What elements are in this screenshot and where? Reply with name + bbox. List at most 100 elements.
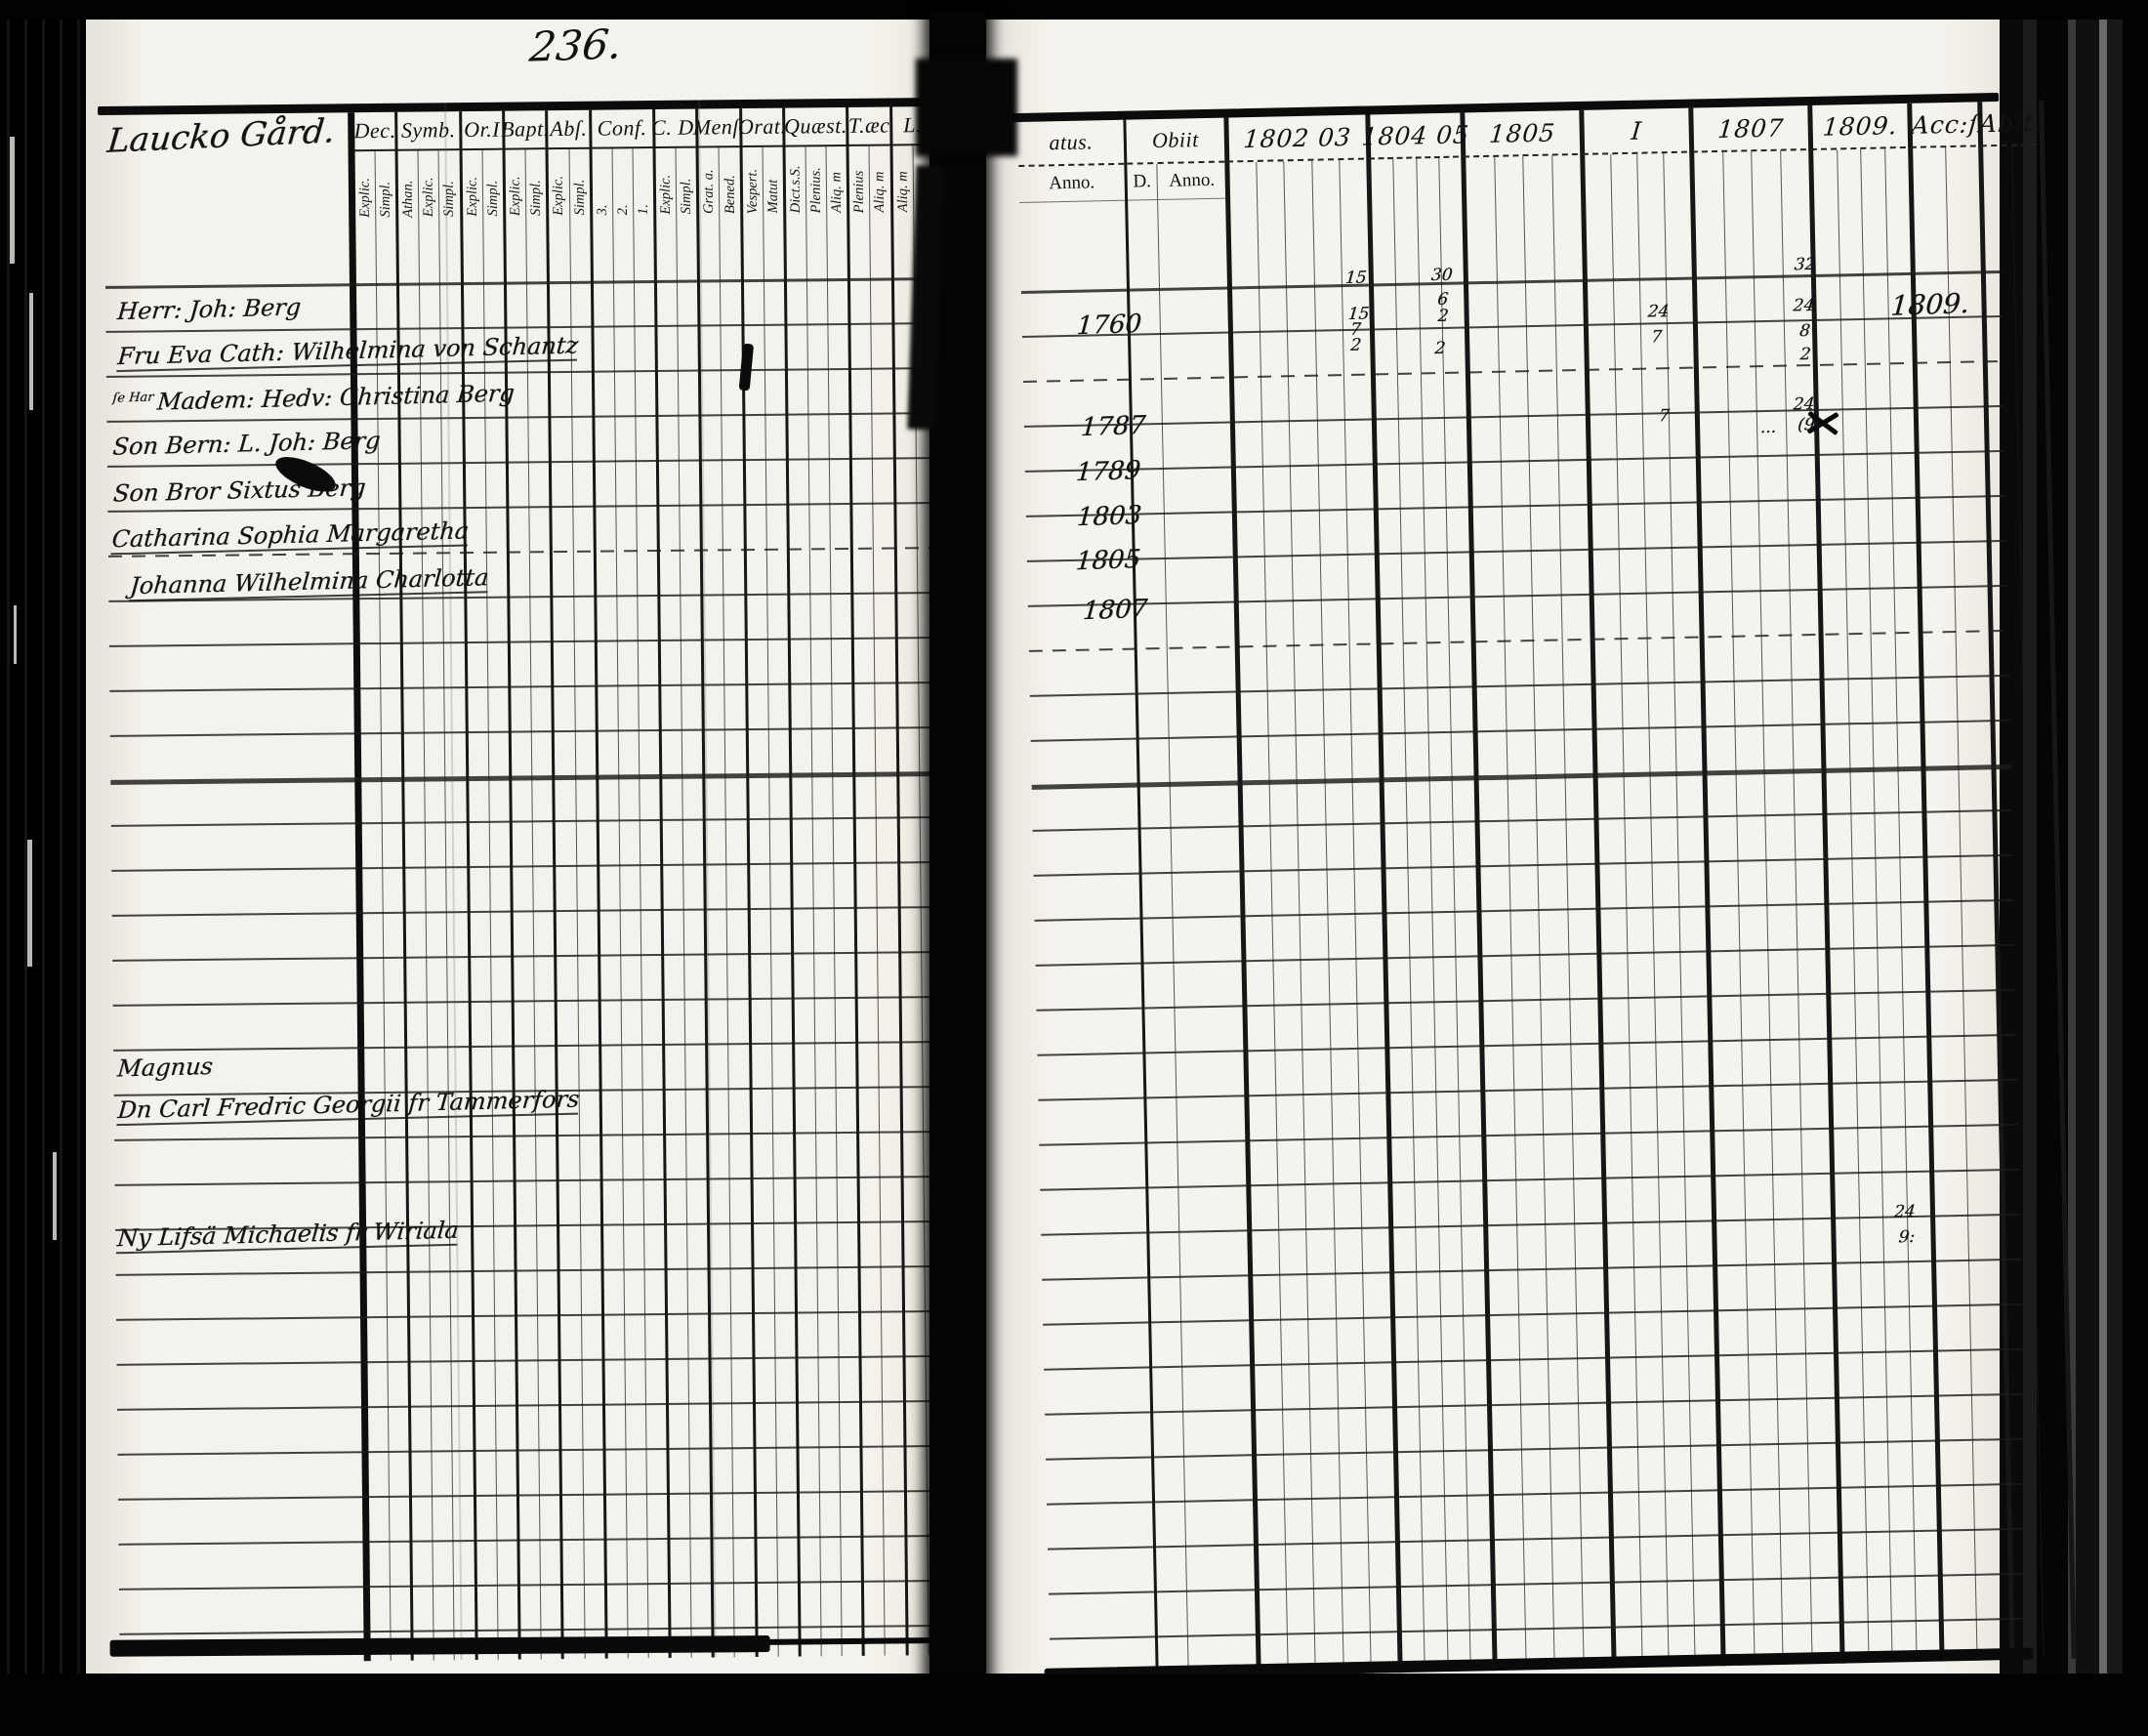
scan-artifact	[53, 1152, 57, 1240]
subcolumn-header: Plenius	[849, 146, 870, 215]
column-label: C. D.	[651, 108, 700, 149]
subcolumn-header: 1.	[632, 148, 654, 218]
column-label: Abſ.	[548, 109, 590, 150]
subcolumn-label: Explic.	[464, 177, 480, 218]
column-label: Symb.	[397, 111, 460, 151]
natus-year: 1760	[1075, 309, 1143, 342]
subcolumn-label: Plenius	[850, 170, 868, 213]
subcolumn-label: Simpl.	[571, 180, 588, 216]
column-label: atus.	[1017, 119, 1125, 167]
subcolumn-header: Matut	[762, 146, 784, 216]
subcolumn-header: Simpl.	[438, 150, 460, 220]
subcolumn-header: Explic.	[417, 150, 439, 220]
scan-artifact	[14, 605, 17, 664]
column-label: Or.I	[461, 110, 503, 151]
subcolumn-label: Athan.	[400, 180, 417, 218]
tally-mark: 30	[1429, 265, 1454, 286]
natus-year: 1807	[1081, 594, 1149, 627]
entry-handwritten: Magnus	[116, 1053, 215, 1083]
subcolumn-label: Explic.	[550, 176, 567, 217]
tally-mark: 24	[1646, 302, 1671, 322]
subcolumn-header: Bened.	[718, 147, 740, 217]
subcolumn-header: Explic.	[462, 150, 482, 219]
tally-mark: ...	[1759, 417, 1778, 438]
subcolumn-label: Aliq. m	[872, 171, 888, 213]
scan-border-top	[0, 0, 2148, 20]
column-label: 1809.	[1810, 103, 1910, 150]
subcolumn-label: Grat. a.	[700, 169, 718, 215]
column-label: Menſ.	[693, 108, 745, 148]
subcolumn-label: Simpl.	[484, 181, 501, 217]
subcolumn-label: Simpl.	[678, 178, 695, 215]
tally-mark: 24	[1893, 1201, 1917, 1222]
right-page: atus. Anno. Obiit D. Anno. 1802 03 1804 05 1805…	[986, 20, 2077, 1680]
column-label: Abit.	[1978, 101, 2044, 147]
scan-artifact	[10, 137, 15, 264]
scan-border-right	[1998, 0, 2148, 1736]
subcolumn-header: Explic.	[655, 148, 676, 217]
scan-artifact	[27, 840, 32, 967]
column-label: 1804 05	[1360, 112, 1470, 160]
column-sublabels: Explic. Simpl.	[462, 149, 504, 219]
right-column-grid: atus. Anno. Obiit D. Anno. 1802 03 1804 05 1805…	[1017, 100, 2077, 1680]
tally-mark: 24	[1792, 295, 1816, 316]
column-label: 1807	[1691, 105, 1810, 153]
subcolumn-header: Plenius.	[805, 146, 827, 216]
scan-artifact	[29, 293, 33, 410]
subcolumn-header: Anno.	[1049, 172, 1095, 194]
natus-year: 1805	[1074, 544, 1142, 577]
subcolumn-header: Dict.s.S.	[786, 146, 806, 215]
subcolumn-header: Aliq. m	[868, 145, 890, 215]
subcolumn-label: Plenius.	[807, 167, 825, 214]
subcolumn-header: 3.	[592, 148, 612, 217]
subcolumn-label: Aliq. m	[828, 172, 846, 214]
column-sublabels: Explic. Simpl.	[655, 147, 697, 217]
subcolumn-header: Aliq. m	[892, 145, 913, 214]
entry-superscript: ſe Har	[111, 390, 154, 406]
column-sublabels: Grat. a. Bened.	[699, 147, 740, 217]
subcolumn-header: Vespert.	[742, 147, 763, 216]
natus-year: 1787	[1079, 410, 1147, 443]
tally-mark: 7	[1658, 406, 1671, 427]
column-label: 1802 03	[1226, 114, 1368, 163]
tally-mark: 2	[1349, 335, 1362, 355]
subcolumn-label: Matut	[764, 180, 781, 214]
subcolumn-header: Aliq. m	[825, 145, 847, 216]
column-label: Conf.	[591, 109, 653, 149]
subcolumn-label: Simpl.	[527, 180, 545, 217]
subcolumn-label: Explic.	[356, 178, 374, 219]
natus-year: 1803	[1075, 500, 1143, 533]
subcolumn-label: 3.	[594, 204, 610, 216]
subcolumn-label: Explic.	[657, 175, 674, 215]
book-gutter-shadow	[916, 59, 1017, 156]
tally-mark: 2	[1436, 306, 1450, 327]
subcolumn-label: Vespert.	[744, 168, 761, 215]
column-label: 1805	[1463, 109, 1582, 158]
subcolumn-header: Simpl.	[481, 149, 504, 219]
column-sublabels: Explic. Simpl.	[505, 149, 547, 219]
column-sublabels: Explic. Simpl.	[549, 148, 590, 218]
acc-year-note: 1809.	[1889, 287, 1970, 322]
left-table: Dec. Explic. Simpl. Symb. Athan. Explic. Simpl…	[98, 97, 956, 1664]
entry-handwritten: Herr: Joh: Berg	[116, 293, 303, 326]
column-label: I	[1582, 107, 1691, 155]
subcolumn-label: 1.	[635, 204, 651, 216]
subcolumn-label: Aliq. m	[894, 171, 911, 213]
subcolumn-label: Explic.	[421, 177, 437, 218]
subcolumn-label: Dict.s.S.	[787, 165, 805, 214]
column-sublabels: Vespert. Matut	[742, 146, 784, 216]
scan-border-bottom	[0, 1674, 2148, 1736]
subcolumn-header: Simpl.	[374, 150, 396, 221]
subcolumn-header: 2.	[611, 148, 634, 218]
subcolumn-header: Explic.	[505, 149, 525, 218]
subcolumn-header: Explic.	[355, 151, 376, 220]
subcolumn-label: 2.	[614, 204, 631, 216]
subcolumn-header: Athan.	[398, 151, 419, 220]
tally-mark: 2	[1433, 338, 1447, 359]
column-label: Dec.	[353, 111, 396, 152]
subcolumn-header: Simpl.	[568, 148, 590, 218]
column-sublabels: Explic. Simpl.	[355, 150, 396, 221]
column-label: Quæst.	[784, 106, 847, 147]
page-number: 236.	[527, 20, 625, 71]
left-page: 236. Dec. Explic. Simpl. Symb. Athan. Explic.…	[86, 20, 956, 1675]
